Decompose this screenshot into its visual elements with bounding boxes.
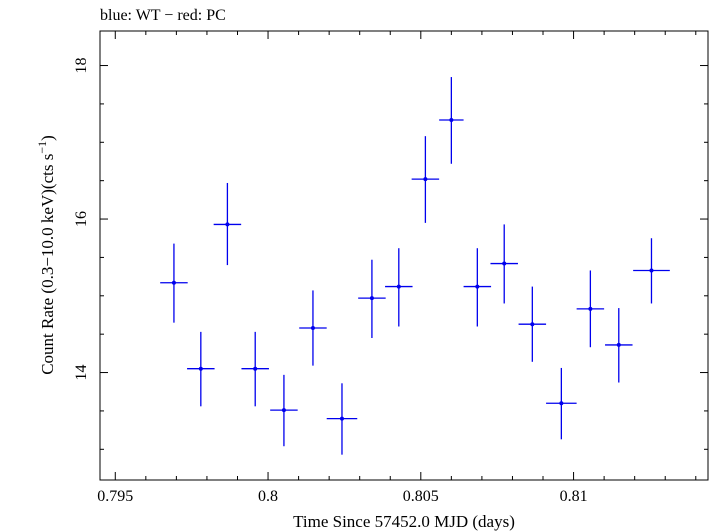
data-marker (281, 408, 286, 413)
data-marker (225, 222, 230, 227)
data-marker (530, 322, 535, 327)
data-point (270, 374, 298, 447)
data-marker (449, 118, 454, 123)
data-point (358, 259, 386, 339)
data-point (439, 77, 464, 164)
data-marker (253, 366, 258, 371)
data-marker (171, 280, 176, 285)
x-axis-label: Time Since 57452.0 MJD (days) (293, 512, 515, 531)
data-point (326, 383, 358, 455)
data-marker (396, 284, 401, 289)
y-axis: 14 16 18 (73, 58, 708, 450)
y-axis-label-main: Count Rate (0.3−10.0 keV)(cts s (38, 154, 57, 375)
data-point (213, 182, 242, 266)
data-point (490, 224, 518, 304)
data-point (518, 286, 547, 362)
x-tick-label: 0.8 (258, 488, 278, 505)
data-marker (339, 416, 344, 421)
data-point (411, 136, 440, 223)
data-marker (198, 366, 203, 371)
y-tick-label: 16 (73, 211, 90, 227)
data-marker (559, 401, 564, 406)
data-marker (649, 268, 654, 273)
data-point (605, 308, 633, 383)
x-tick-label: 0.81 (560, 488, 588, 505)
data-point (463, 248, 492, 327)
y-axis-label-end: ) (38, 135, 57, 141)
y-axis-label-sup: −1 (35, 141, 49, 154)
data-marker (475, 284, 480, 289)
data-marker (588, 306, 593, 311)
data-point (633, 238, 670, 304)
x-tick-label: 0.805 (403, 488, 439, 505)
data-point (385, 248, 413, 327)
y-tick-label: 14 (73, 365, 90, 381)
y-tick-label: 18 (73, 58, 90, 74)
data-point (241, 331, 269, 407)
data-point (187, 331, 215, 407)
data-marker (310, 326, 315, 331)
data-point (546, 367, 577, 440)
data-marker (502, 261, 507, 266)
y-axis-label: Count Rate (0.3−10.0 keV)(cts s−1) (35, 135, 57, 375)
x-axis: 0.795 0.8 0.805 0.81 (97, 31, 697, 505)
x-tick-label: 0.795 (97, 488, 133, 505)
data-point (299, 290, 327, 366)
data-marker (423, 177, 428, 182)
chart-title: blue: WT − red: PC (100, 7, 226, 24)
data-marker (616, 342, 621, 347)
data-marker (369, 296, 374, 301)
plot-frame (99, 30, 709, 481)
data-series (160, 77, 670, 455)
data-point (576, 270, 605, 348)
data-point (160, 243, 188, 323)
